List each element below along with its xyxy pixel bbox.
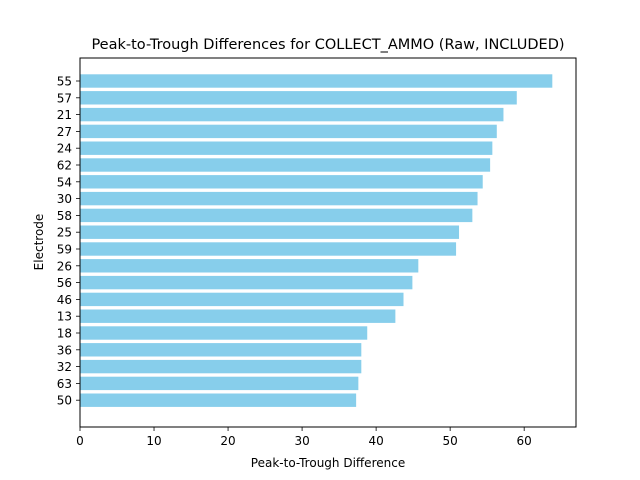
y-tick-label: 55 bbox=[57, 75, 72, 89]
y-tick-label: 46 bbox=[57, 293, 72, 307]
y-tick-label: 26 bbox=[57, 259, 72, 273]
bar-electrode-62 bbox=[80, 158, 491, 172]
x-tick-label: 60 bbox=[517, 434, 532, 448]
bar-electrode-46 bbox=[80, 292, 404, 307]
y-tick-label: 56 bbox=[57, 276, 72, 290]
bar-electrode-24 bbox=[80, 141, 493, 155]
y-tick-label: 24 bbox=[57, 142, 72, 156]
x-tick-label: 30 bbox=[294, 434, 309, 448]
y-tick-label: 13 bbox=[57, 310, 72, 324]
plot-frame bbox=[79, 57, 577, 428]
x-ticks-group: 0 10 20 30 40 50 60 bbox=[76, 427, 532, 448]
bar-electrode-26 bbox=[80, 259, 419, 273]
bar-electrode-59 bbox=[80, 242, 457, 256]
bar-electrode-13 bbox=[80, 309, 396, 323]
bar-electrode-25 bbox=[80, 225, 460, 239]
y-tick-label: 25 bbox=[57, 226, 72, 240]
bar-electrode-21 bbox=[80, 107, 504, 122]
y-tick-label: 54 bbox=[57, 175, 72, 189]
bar-electrode-54 bbox=[80, 175, 483, 189]
x-axis-title: Peak-to-Trough Difference bbox=[251, 456, 405, 470]
y-tick-label: 30 bbox=[57, 192, 72, 206]
y-tick-label: 27 bbox=[57, 125, 72, 139]
y-ticks-group: 55 57 21 27 24 62 54 30 58 25 59 26 56 46 13 18 36 32 63 50 bbox=[57, 75, 80, 408]
bar-electrode-32 bbox=[80, 359, 362, 374]
bar-electrode-57 bbox=[80, 91, 517, 105]
x-tick-label: 50 bbox=[443, 434, 458, 448]
x-tick-label: 0 bbox=[76, 434, 84, 448]
y-tick-label: 18 bbox=[57, 327, 72, 341]
y-tick-label: 58 bbox=[57, 209, 72, 223]
y-tick-label: 36 bbox=[57, 343, 72, 357]
bar-electrode-63 bbox=[80, 376, 359, 391]
bar-electrode-30 bbox=[80, 191, 478, 206]
y-tick-label: 50 bbox=[57, 394, 72, 408]
bar-electrode-18 bbox=[80, 326, 368, 340]
bar-electrode-55 bbox=[80, 74, 553, 88]
bar-electrode-50 bbox=[80, 393, 357, 407]
x-tick-label: 40 bbox=[368, 434, 383, 448]
y-tick-label: 63 bbox=[57, 377, 72, 391]
y-tick-label: 62 bbox=[57, 159, 72, 173]
bar-electrode-36 bbox=[80, 343, 362, 357]
bar-electrode-58 bbox=[80, 208, 473, 223]
y-tick-label: 32 bbox=[57, 360, 72, 374]
y-tick-label: 59 bbox=[57, 243, 72, 257]
chart-title: Peak-to-Trough Differences for COLLECT_A… bbox=[91, 37, 564, 53]
x-tick-label: 10 bbox=[146, 434, 161, 448]
y-tick-label: 21 bbox=[57, 108, 72, 122]
y-tick-label: 57 bbox=[57, 91, 72, 105]
bar-electrode-56 bbox=[80, 275, 413, 290]
bars-group bbox=[80, 74, 553, 407]
bar-electrode-27 bbox=[80, 124, 497, 139]
x-tick-label: 20 bbox=[220, 434, 235, 448]
y-axis-title: Electrode bbox=[32, 214, 46, 271]
